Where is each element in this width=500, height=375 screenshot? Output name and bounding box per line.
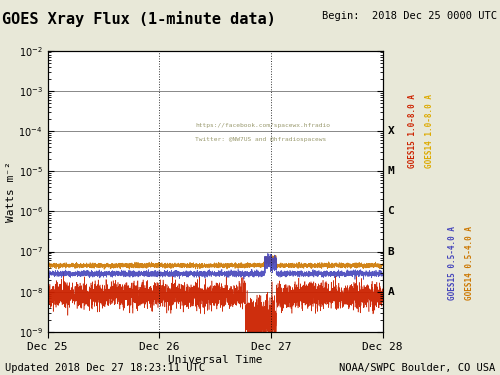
Text: Begin:  2018 Dec 25 0000 UTC: Begin: 2018 Dec 25 0000 UTC <box>322 11 498 21</box>
Text: M: M <box>388 166 394 176</box>
Text: Twitter: @NW7US and @hfradiospacews: Twitter: @NW7US and @hfradiospacews <box>195 136 326 142</box>
Text: GOES14 0.5-4.0 A: GOES14 0.5-4.0 A <box>466 225 474 300</box>
Y-axis label: Watts m⁻²: Watts m⁻² <box>6 161 16 222</box>
Text: NOAA/SWPC Boulder, CO USA: NOAA/SWPC Boulder, CO USA <box>339 363 495 373</box>
Text: A: A <box>388 287 394 297</box>
X-axis label: Universal Time: Universal Time <box>168 355 262 365</box>
Text: GOES14 1.0-8.0 A: GOES14 1.0-8.0 A <box>426 94 434 168</box>
Text: C: C <box>388 206 394 216</box>
Text: B: B <box>388 246 394 256</box>
Text: X: X <box>388 126 394 136</box>
Text: Updated 2018 Dec 27 18:23:11 UTC: Updated 2018 Dec 27 18:23:11 UTC <box>5 363 205 373</box>
Text: https://facebook.com/spacewx.hfradio: https://facebook.com/spacewx.hfradio <box>195 123 330 128</box>
Text: GOES15 1.0-8.0 A: GOES15 1.0-8.0 A <box>408 94 417 168</box>
Text: GOES Xray Flux (1-minute data): GOES Xray Flux (1-minute data) <box>2 11 276 27</box>
Text: GOES15 0.5-4.0 A: GOES15 0.5-4.0 A <box>448 225 457 300</box>
